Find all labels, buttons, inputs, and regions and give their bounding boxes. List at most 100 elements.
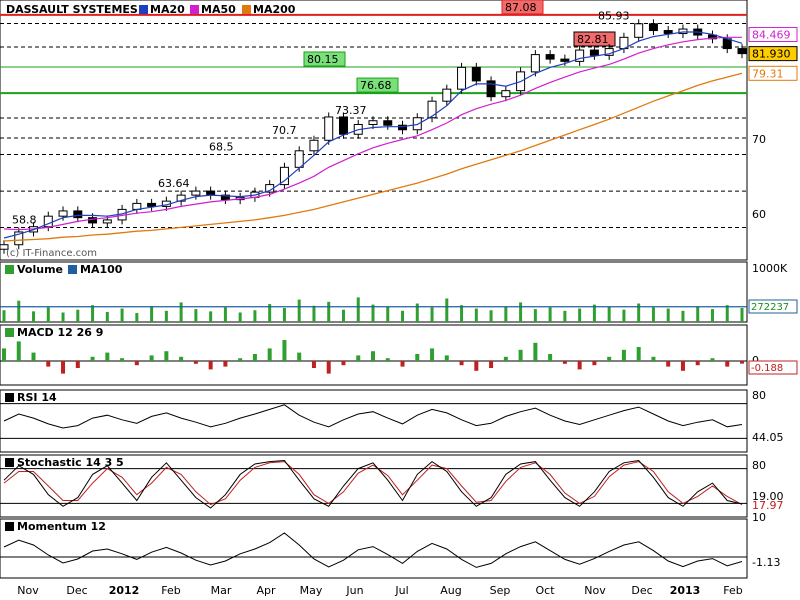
volume-bar (253, 310, 257, 322)
volume-bar (445, 298, 449, 322)
volume-bar (238, 312, 242, 322)
volume-bar (105, 311, 109, 322)
macd-bar (607, 356, 612, 361)
macd-bar (311, 361, 316, 368)
volume-bar (386, 306, 390, 322)
macd-bar (134, 361, 139, 366)
level-label-8: 63.64 (158, 177, 190, 190)
legend-swatch-rsi (5, 393, 14, 402)
macd-bar (16, 341, 21, 361)
volume-bar (415, 303, 419, 322)
volume-bar (666, 308, 670, 322)
macd-bar (415, 354, 420, 361)
macd-bar (725, 361, 730, 367)
macd-bar (356, 355, 361, 361)
volume-bar (637, 303, 641, 322)
legend-label-volume: Volume (17, 263, 63, 276)
volume-bar (401, 310, 405, 322)
macd-bar (680, 361, 685, 371)
volume-bar (76, 309, 80, 322)
candle-body (412, 117, 422, 131)
price-tag-value-1: 81.930 (752, 48, 791, 61)
x-axis-tick-label: Dec (66, 584, 87, 597)
volume-bar (91, 305, 95, 322)
legend-label-macd: MACD 12 26 9 (17, 326, 103, 339)
macd-bar (149, 355, 154, 361)
candle-body (338, 116, 348, 135)
price-legend: DASSAULT SYSTEMES MA20 MA50 MA200 (6, 3, 296, 16)
candle-body (560, 58, 570, 62)
candle-body (471, 66, 481, 82)
macd-bar (105, 352, 110, 361)
legend-label-stochastic: Stochastic 14 3 5 (17, 456, 124, 469)
x-axis-tick-label: Apr (256, 584, 276, 597)
candle-body (707, 34, 717, 40)
volume-bar (725, 305, 729, 322)
volume-bar (164, 310, 168, 322)
candle-body (442, 88, 452, 102)
macd-bar (651, 356, 656, 361)
legend-label-ma100: MA100 (80, 263, 123, 276)
legend-swatch-ma20 (139, 5, 148, 14)
candle-body (191, 190, 201, 196)
macd-bar (621, 349, 626, 361)
macd-bar (636, 347, 641, 361)
volume-bar (622, 309, 626, 322)
candle-body (648, 23, 658, 32)
macd-bar (223, 361, 228, 367)
macd-bar (238, 358, 243, 361)
volume-bar (46, 307, 50, 322)
candle-body (309, 139, 319, 152)
price-tag-value-2: 79.31 (752, 67, 784, 80)
candle-body (102, 219, 112, 224)
momentum-value: -1.13 (752, 556, 780, 569)
price-panel-frame (0, 0, 748, 261)
candle-body (501, 90, 511, 98)
candle-body (530, 54, 540, 73)
macd-bar (75, 361, 80, 368)
legend-swatch-ma50 (190, 5, 199, 14)
stochastic-k-line (3, 459, 743, 509)
x-axis-tick-label: Feb (723, 584, 742, 597)
level-box-4 (356, 77, 399, 93)
x-axis-tick-label: 2013 (670, 584, 701, 597)
ma20-line (3, 31, 743, 239)
price-tag-value-0: 84.469 (752, 29, 791, 42)
macd-bar (120, 358, 125, 361)
macd-bar (267, 348, 272, 361)
volume-bar (179, 302, 183, 322)
macd-bar (371, 351, 375, 361)
candle-body (383, 120, 393, 126)
rsi-axis-tick-80: 80 (752, 389, 766, 402)
momentum-panel-frame (0, 518, 748, 579)
candle-body (737, 48, 747, 55)
macd-value: -0.188 (751, 363, 783, 374)
candle-body (220, 194, 230, 201)
candle-body (575, 49, 585, 62)
volume-bar (327, 301, 331, 322)
macd-bar (252, 354, 257, 361)
x-axis-tick-label: Aug (440, 584, 461, 597)
stochastic-axis-tick-80: 80 (752, 459, 766, 472)
volume-bar (681, 310, 685, 322)
candle-body (589, 49, 599, 56)
legend-swatch-ma200 (242, 5, 251, 14)
volume-bar (297, 299, 301, 322)
legend-label-ma200: MA200 (253, 3, 296, 16)
volume-ma100-value: 272237 (751, 302, 789, 313)
macd-bar (90, 356, 95, 361)
x-axis-tick-label: Nov (584, 584, 606, 597)
volume-bar (194, 309, 198, 322)
candle-body (0, 244, 9, 250)
macd-bar (592, 361, 597, 366)
macd-bar (518, 349, 523, 361)
macd-bar (193, 361, 198, 364)
macd-bar (179, 356, 184, 361)
level-box-0 (501, 0, 544, 15)
volume-bar (740, 308, 744, 322)
macd-bar (459, 361, 464, 366)
legend-swatch-volume (5, 265, 14, 274)
macd-bar (710, 358, 715, 361)
volume-bar (356, 297, 360, 322)
macd-bar (695, 361, 700, 366)
